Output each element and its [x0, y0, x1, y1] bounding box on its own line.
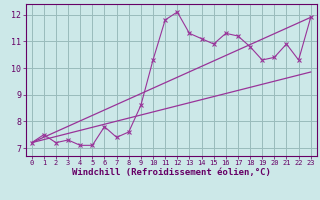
X-axis label: Windchill (Refroidissement éolien,°C): Windchill (Refroidissement éolien,°C) — [72, 168, 271, 177]
